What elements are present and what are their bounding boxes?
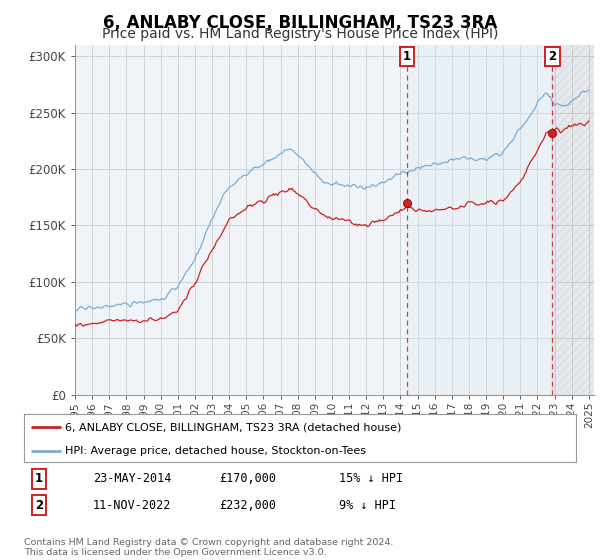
Text: 23-MAY-2014: 23-MAY-2014	[93, 472, 172, 486]
Bar	[407, 45, 553, 395]
Text: £170,000: £170,000	[219, 472, 276, 486]
Text: £232,000: £232,000	[219, 498, 276, 512]
Bar	[553, 45, 598, 395]
Text: 1: 1	[35, 472, 43, 486]
Text: 11-NOV-2022: 11-NOV-2022	[93, 498, 172, 512]
Text: 2: 2	[548, 50, 556, 63]
Text: 9% ↓ HPI: 9% ↓ HPI	[339, 498, 396, 512]
Text: Price paid vs. HM Land Registry's House Price Index (HPI): Price paid vs. HM Land Registry's House …	[102, 27, 498, 41]
Text: 1: 1	[403, 50, 411, 63]
Text: 6, ANLABY CLOSE, BILLINGHAM, TS23 3RA: 6, ANLABY CLOSE, BILLINGHAM, TS23 3RA	[103, 14, 497, 32]
Text: 6, ANLABY CLOSE, BILLINGHAM, TS23 3RA (detached house): 6, ANLABY CLOSE, BILLINGHAM, TS23 3RA (d…	[65, 422, 402, 432]
Text: Contains HM Land Registry data © Crown copyright and database right 2024.
This d: Contains HM Land Registry data © Crown c…	[24, 538, 394, 557]
Text: HPI: Average price, detached house, Stockton-on-Tees: HPI: Average price, detached house, Stoc…	[65, 446, 367, 456]
Text: 15% ↓ HPI: 15% ↓ HPI	[339, 472, 403, 486]
Text: 2: 2	[35, 498, 43, 512]
